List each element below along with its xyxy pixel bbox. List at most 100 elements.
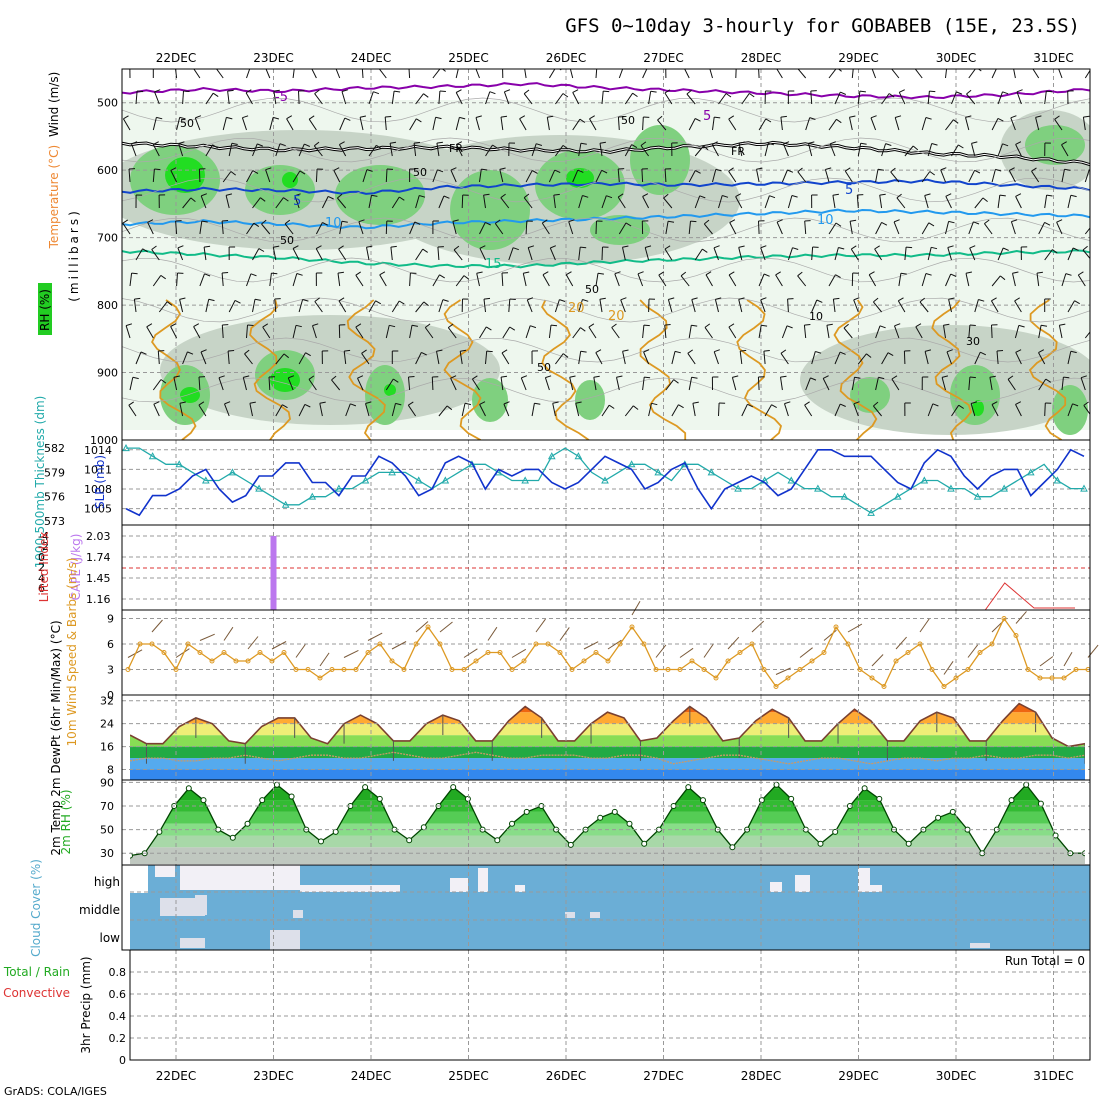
cloud-low-label: low xyxy=(100,931,121,945)
wind-barb-flag xyxy=(894,323,901,327)
wind-speed-point xyxy=(437,641,443,647)
wind-barb-flag xyxy=(761,324,768,327)
wind-barb xyxy=(546,117,550,131)
wind-barb-flag xyxy=(1015,401,1022,405)
wind-barb-flag xyxy=(286,115,293,120)
wind-barb-flag xyxy=(288,375,295,379)
wind-barb xyxy=(152,117,157,131)
wind-barb xyxy=(951,404,960,417)
wind-barb xyxy=(618,69,624,79)
wind-barb-flag xyxy=(170,167,177,171)
wind-barb xyxy=(522,273,527,287)
wind-barb-10m xyxy=(559,627,570,641)
wind-barb-flag xyxy=(890,167,896,173)
wind-barb xyxy=(738,143,743,157)
wind-speed-point xyxy=(653,667,659,672)
wind-barb-flag xyxy=(337,271,344,274)
wind-barb xyxy=(927,143,933,157)
wind-barb xyxy=(803,325,807,339)
wind-barb-flag xyxy=(915,323,922,328)
wind-barb-flag xyxy=(125,323,133,327)
wind-barb xyxy=(620,299,626,313)
wind-barb xyxy=(553,195,556,209)
cloud-block xyxy=(160,898,205,916)
thickness-point xyxy=(787,476,796,484)
wind-barb xyxy=(870,117,877,131)
wind-barb xyxy=(758,220,760,235)
wind-barb-10m xyxy=(871,654,884,667)
thickness-point xyxy=(468,460,476,468)
wind-barb xyxy=(1058,69,1063,79)
wind-barb-flag xyxy=(722,195,729,198)
wind-barb-10m xyxy=(631,600,641,616)
rh-point xyxy=(156,828,163,835)
wind-barb-flag xyxy=(749,92,755,98)
wind-barb-10m xyxy=(943,661,954,675)
wind-barb xyxy=(314,93,323,105)
temp-band xyxy=(130,769,1085,781)
wind-barb-flag xyxy=(714,116,721,119)
wind-barb xyxy=(355,274,364,287)
wind-barb-flag xyxy=(134,297,141,300)
wind-barb xyxy=(797,275,807,287)
wind-barb-flag xyxy=(292,245,299,249)
wind-barb-flag xyxy=(664,245,671,250)
tick-label: -2 xyxy=(38,540,49,553)
wind-barb-flag xyxy=(228,350,235,352)
wind-barb xyxy=(687,353,696,365)
wind-barb-flag xyxy=(365,401,372,404)
wind-barb xyxy=(879,195,883,209)
wind-barb-flag xyxy=(503,401,510,405)
wind-barb xyxy=(741,404,748,417)
wind-barb-flag xyxy=(947,245,954,248)
wind-barb-flag xyxy=(712,141,718,146)
wind-speed-point xyxy=(497,650,503,655)
wind-barb-flag xyxy=(123,115,129,120)
wind-barb-flag xyxy=(295,65,301,66)
wind-barb xyxy=(135,351,142,365)
wind-barb-flag xyxy=(643,349,650,353)
rh-point xyxy=(685,784,692,791)
cloud-middle-label: middle xyxy=(79,903,120,917)
wind-barb xyxy=(875,222,883,235)
wind-barb xyxy=(1067,195,1072,209)
wind-barb xyxy=(828,274,836,287)
wind-barb-flag xyxy=(271,272,278,275)
wind-barb-flag xyxy=(1072,403,1079,407)
wind-barb xyxy=(718,93,727,105)
date-label: 27DEC xyxy=(643,51,683,65)
wind-barb xyxy=(1082,117,1086,131)
wind-barb xyxy=(179,299,184,313)
wind-barb-10m xyxy=(679,647,694,658)
rh-legend-swatch xyxy=(38,283,52,335)
wind-barb-flag xyxy=(224,401,231,405)
wind-barb-flag xyxy=(335,64,341,66)
wind-barb-flag xyxy=(853,401,860,405)
wind-barb xyxy=(974,197,984,209)
wind-barb-flag xyxy=(483,193,490,196)
wind-barb-flag xyxy=(463,275,470,280)
temp-contour-20 xyxy=(443,299,482,440)
contour-label: 50 xyxy=(413,166,427,179)
wind-speed-point xyxy=(953,675,959,681)
wind-barb-flag xyxy=(385,116,392,118)
wind-barb-flag xyxy=(253,222,260,228)
tick-label: 1005 xyxy=(84,503,112,516)
wind-barb-10m xyxy=(439,621,453,633)
wind-barb xyxy=(776,221,783,235)
wind-barb xyxy=(940,169,946,183)
rh-point xyxy=(130,852,133,859)
rh-point xyxy=(861,785,868,792)
wind-barb xyxy=(1008,170,1016,183)
date-label: 24DEC xyxy=(351,51,391,65)
wind-barb-flag xyxy=(732,375,739,378)
wind-barb-flag xyxy=(996,350,1004,352)
wind-barb-flag xyxy=(395,402,402,406)
wind-barb-flag xyxy=(690,220,697,223)
wind-barb-flag xyxy=(452,219,459,222)
wind-barb xyxy=(857,91,861,105)
wind-barb-flag xyxy=(524,64,530,65)
wind-barb xyxy=(152,144,160,157)
thickness-point xyxy=(1000,484,1009,492)
